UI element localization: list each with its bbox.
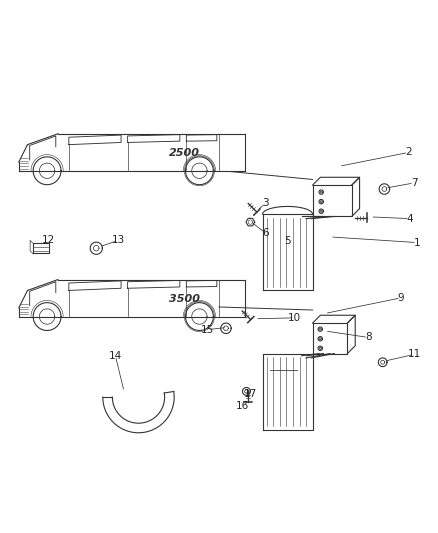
Text: 3500: 3500 xyxy=(169,294,200,304)
Text: 16: 16 xyxy=(237,401,250,411)
Text: 15: 15 xyxy=(201,325,214,335)
Text: 6: 6 xyxy=(262,228,269,238)
Text: 14: 14 xyxy=(109,351,122,361)
Text: 11: 11 xyxy=(407,350,420,359)
Text: 3: 3 xyxy=(262,198,269,208)
Text: 4: 4 xyxy=(406,214,413,224)
Text: 12: 12 xyxy=(42,236,55,245)
Text: 7: 7 xyxy=(411,178,417,188)
Text: 9: 9 xyxy=(398,293,404,303)
Text: 8: 8 xyxy=(365,333,371,342)
Text: 17: 17 xyxy=(244,389,257,399)
Text: 2: 2 xyxy=(405,148,412,157)
Text: 5: 5 xyxy=(284,236,291,246)
Text: 1: 1 xyxy=(414,238,420,247)
Text: 2500: 2500 xyxy=(169,148,200,158)
Text: 10: 10 xyxy=(288,313,301,323)
Text: 13: 13 xyxy=(111,236,125,245)
